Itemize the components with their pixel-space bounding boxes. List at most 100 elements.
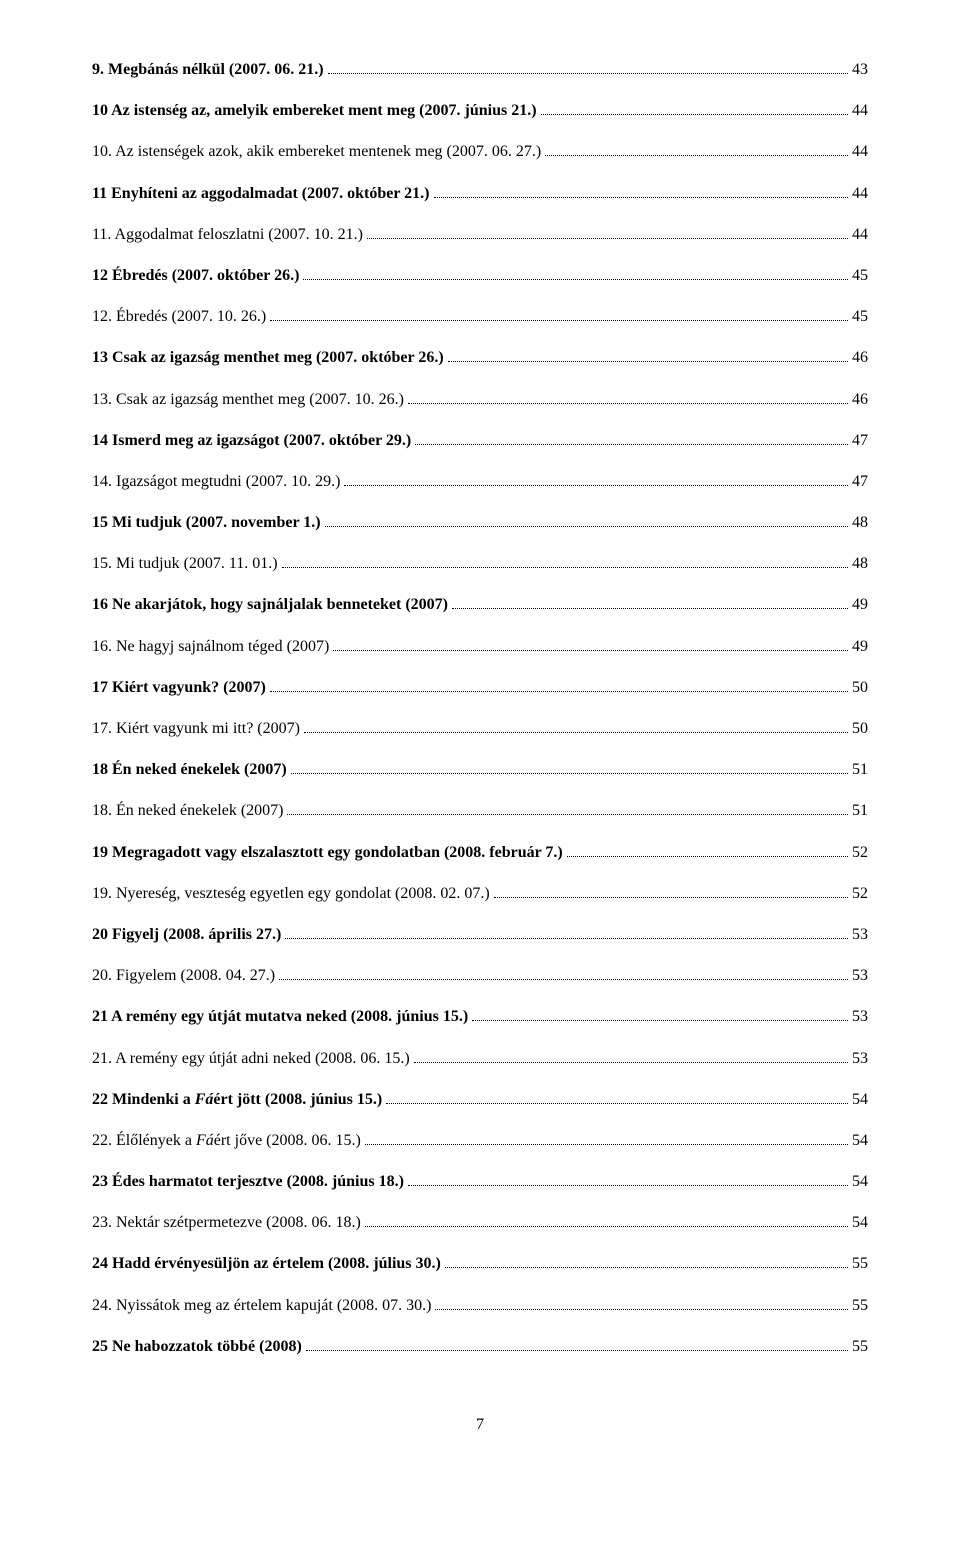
toc-entry-title: 10 Az istenség az, amelyik embereket men… — [92, 101, 537, 120]
toc-entry-page: 44 — [852, 142, 868, 161]
toc-leader — [270, 311, 848, 322]
toc-entry-title: 18. Én neked énekelek (2007) — [92, 801, 283, 820]
toc-entry: 13 Csak az igazság menthet meg (2007. ok… — [92, 348, 868, 367]
toc-leader — [472, 1011, 848, 1022]
toc-entry: 21 A remény egy útját mutatva neked (200… — [92, 1007, 868, 1026]
toc-entry-page: 47 — [852, 431, 868, 450]
toc-leader — [367, 228, 848, 239]
toc-entry: 13. Csak az igazság menthet meg (2007. 1… — [92, 390, 868, 409]
toc-entry: 16 Ne akarjátok, hogy sajnáljalak bennet… — [92, 595, 868, 614]
toc-entry-title: 18 Én neked énekelek (2007) — [92, 760, 287, 779]
toc-entry: 14. Igazságot megtudni (2007. 10. 29.) 47 — [92, 472, 868, 491]
toc-entry-title: 17 Kiért vagyunk? (2007) — [92, 678, 266, 697]
toc-entry-title-post: ért jőve (2008. 06. 15.) — [214, 1132, 361, 1149]
toc-entry-title-post: ért jött (2008. június 15.) — [213, 1091, 382, 1108]
toc-entry-title: 19 Megragadott vagy elszalasztott egy go… — [92, 843, 563, 862]
toc-entry-title: 16. Ne hagyj sajnálnom téged (2007) — [92, 637, 329, 656]
toc-entry-page: 43 — [852, 60, 868, 79]
toc-leader — [386, 1093, 848, 1104]
toc-entry-title: 17. Kiért vagyunk mi itt? (2007) — [92, 719, 300, 738]
toc-entry-title: 22 Mindenki a Fáért jött (2008. június 1… — [92, 1090, 382, 1109]
toc-entry: 17 Kiért vagyunk? (2007) 50 — [92, 678, 868, 697]
toc-entry-title: 23. Nektár szétpermetezve (2008. 06. 18.… — [92, 1213, 361, 1232]
toc-entry-page: 47 — [852, 472, 868, 491]
toc-entry-title: 25 Ne habozzatok többé (2008) — [92, 1337, 302, 1356]
toc-leader — [541, 105, 848, 116]
toc-entry: 11. Aggodalmat feloszlatni (2007. 10. 21… — [92, 225, 868, 244]
toc-entry: 15 Mi tudjuk (2007. november 1.)48 — [92, 513, 868, 532]
toc-entry-page: 54 — [852, 1213, 868, 1232]
toc-leader — [303, 269, 848, 280]
toc-entry-title: 11 Enyhíteni az aggodalmadat (2007. októ… — [92, 184, 430, 203]
toc-entry-title: 21. A remény egy útját adni neked (2008.… — [92, 1049, 410, 1068]
toc-entry: 10 Az istenség az, amelyik embereket men… — [92, 101, 868, 120]
toc-entry-page: 51 — [852, 760, 868, 779]
toc-entry-title: 19. Nyereség, veszteség egyetlen egy gon… — [92, 884, 490, 903]
toc-entry-page: 54 — [852, 1090, 868, 1109]
toc-entry: 22. Élőlények a Fáért jőve (2008. 06. 15… — [92, 1131, 868, 1150]
toc-entry: 22 Mindenki a Fáért jött (2008. június 1… — [92, 1090, 868, 1109]
toc-entry-page: 55 — [852, 1296, 868, 1315]
toc-entry-page: 46 — [852, 348, 868, 367]
toc-leader — [344, 475, 848, 486]
toc-entry: 21. A remény egy útját adni neked (2008.… — [92, 1049, 868, 1068]
toc-leader — [494, 887, 848, 898]
toc-entry-title: 14 Ismerd meg az igazságot (2007. októbe… — [92, 431, 411, 450]
toc-entry-page: 54 — [852, 1131, 868, 1150]
toc-entry-title: 9. Megbánás nélkül (2007. 06. 21.) — [92, 60, 324, 79]
toc-entry: 18. Én neked énekelek (2007) 51 — [92, 801, 868, 820]
toc-entry: 12. Ébredés (2007. 10. 26.)45 — [92, 307, 868, 326]
toc-entry-page: 45 — [852, 266, 868, 285]
toc-entry: 25 Ne habozzatok többé (2008) 55 — [92, 1337, 868, 1356]
toc-entry-page: 53 — [852, 1049, 868, 1068]
toc-leader — [291, 764, 848, 775]
toc-leader — [452, 599, 848, 610]
toc-entry-page: 53 — [852, 925, 868, 944]
toc-leader — [279, 970, 848, 981]
table-of-contents: 9. Megbánás nélkül (2007. 06. 21.) 43 10 A… — [92, 60, 868, 1356]
toc-entry-page: 55 — [852, 1337, 868, 1356]
toc-leader — [567, 846, 848, 857]
toc-entry: 23 Édes harmatot terjesztve (2008. júniu… — [92, 1172, 868, 1191]
toc-entry-title: 13. Csak az igazság menthet meg (2007. 1… — [92, 390, 404, 409]
toc-entry-page: 51 — [852, 801, 868, 820]
toc-entry-title: 14. Igazságot megtudni (2007. 10. 29.) — [92, 472, 340, 491]
toc-leader — [270, 681, 848, 692]
toc-entry-page: 53 — [852, 966, 868, 985]
toc-entry: 17. Kiért vagyunk mi itt? (2007)50 — [92, 719, 868, 738]
toc-entry-page: 50 — [852, 678, 868, 697]
toc-entry-title: 15. Mi tudjuk (2007. 11. 01.) — [92, 554, 278, 573]
toc-entry-page: 45 — [852, 307, 868, 326]
toc-entry-title: 16 Ne akarjátok, hogy sajnáljalak bennet… — [92, 595, 448, 614]
toc-entry: 16. Ne hagyj sajnálnom téged (2007)49 — [92, 637, 868, 656]
toc-entry: 19. Nyereség, veszteség egyetlen egy gon… — [92, 884, 868, 903]
toc-leader — [306, 1340, 848, 1351]
toc-entry-page: 44 — [852, 225, 868, 244]
toc-entry: 12 Ébredés (2007. október 26.)45 — [92, 266, 868, 285]
toc-leader — [325, 516, 848, 527]
toc-entry-page: 44 — [852, 101, 868, 120]
toc-leader — [304, 722, 848, 733]
toc-entry: 24. Nyissátok meg az értelem kapuját (20… — [92, 1296, 868, 1315]
toc-entry-page: 52 — [852, 843, 868, 862]
toc-entry-title: 23 Édes harmatot terjesztve (2008. júniu… — [92, 1172, 404, 1191]
toc-entry-title-pre: 22 Mindenki a — [92, 1091, 195, 1108]
toc-entry-page: 49 — [852, 595, 868, 614]
toc-entry: 10. Az istenségek azok, akik embereket m… — [92, 142, 868, 161]
toc-leader — [285, 928, 848, 939]
toc-leader — [365, 1134, 848, 1145]
toc-leader — [328, 63, 848, 74]
toc-entry-title: 11. Aggodalmat feloszlatni (2007. 10. 21… — [92, 225, 363, 244]
toc-entry-page: 44 — [852, 184, 868, 203]
toc-entry: 20. Figyelem (2008. 04. 27.)53 — [92, 966, 868, 985]
toc-entry-title: 22. Élőlények a Fáért jőve (2008. 06. 15… — [92, 1131, 361, 1150]
toc-entry-title-italic: Fá — [195, 1091, 214, 1108]
toc-entry-title: 13 Csak az igazság menthet meg (2007. ok… — [92, 348, 444, 367]
toc-leader — [408, 1175, 848, 1186]
toc-entry-title: 15 Mi tudjuk (2007. november 1.) — [92, 513, 321, 532]
toc-entry: 9. Megbánás nélkül (2007. 06. 21.) 43 — [92, 60, 868, 79]
toc-entry-title-italic: Fá — [196, 1132, 214, 1149]
toc-entry-page: 52 — [852, 884, 868, 903]
toc-entry-page: 55 — [852, 1254, 868, 1273]
toc-entry: 18 Én neked énekelek (2007) 51 — [92, 760, 868, 779]
